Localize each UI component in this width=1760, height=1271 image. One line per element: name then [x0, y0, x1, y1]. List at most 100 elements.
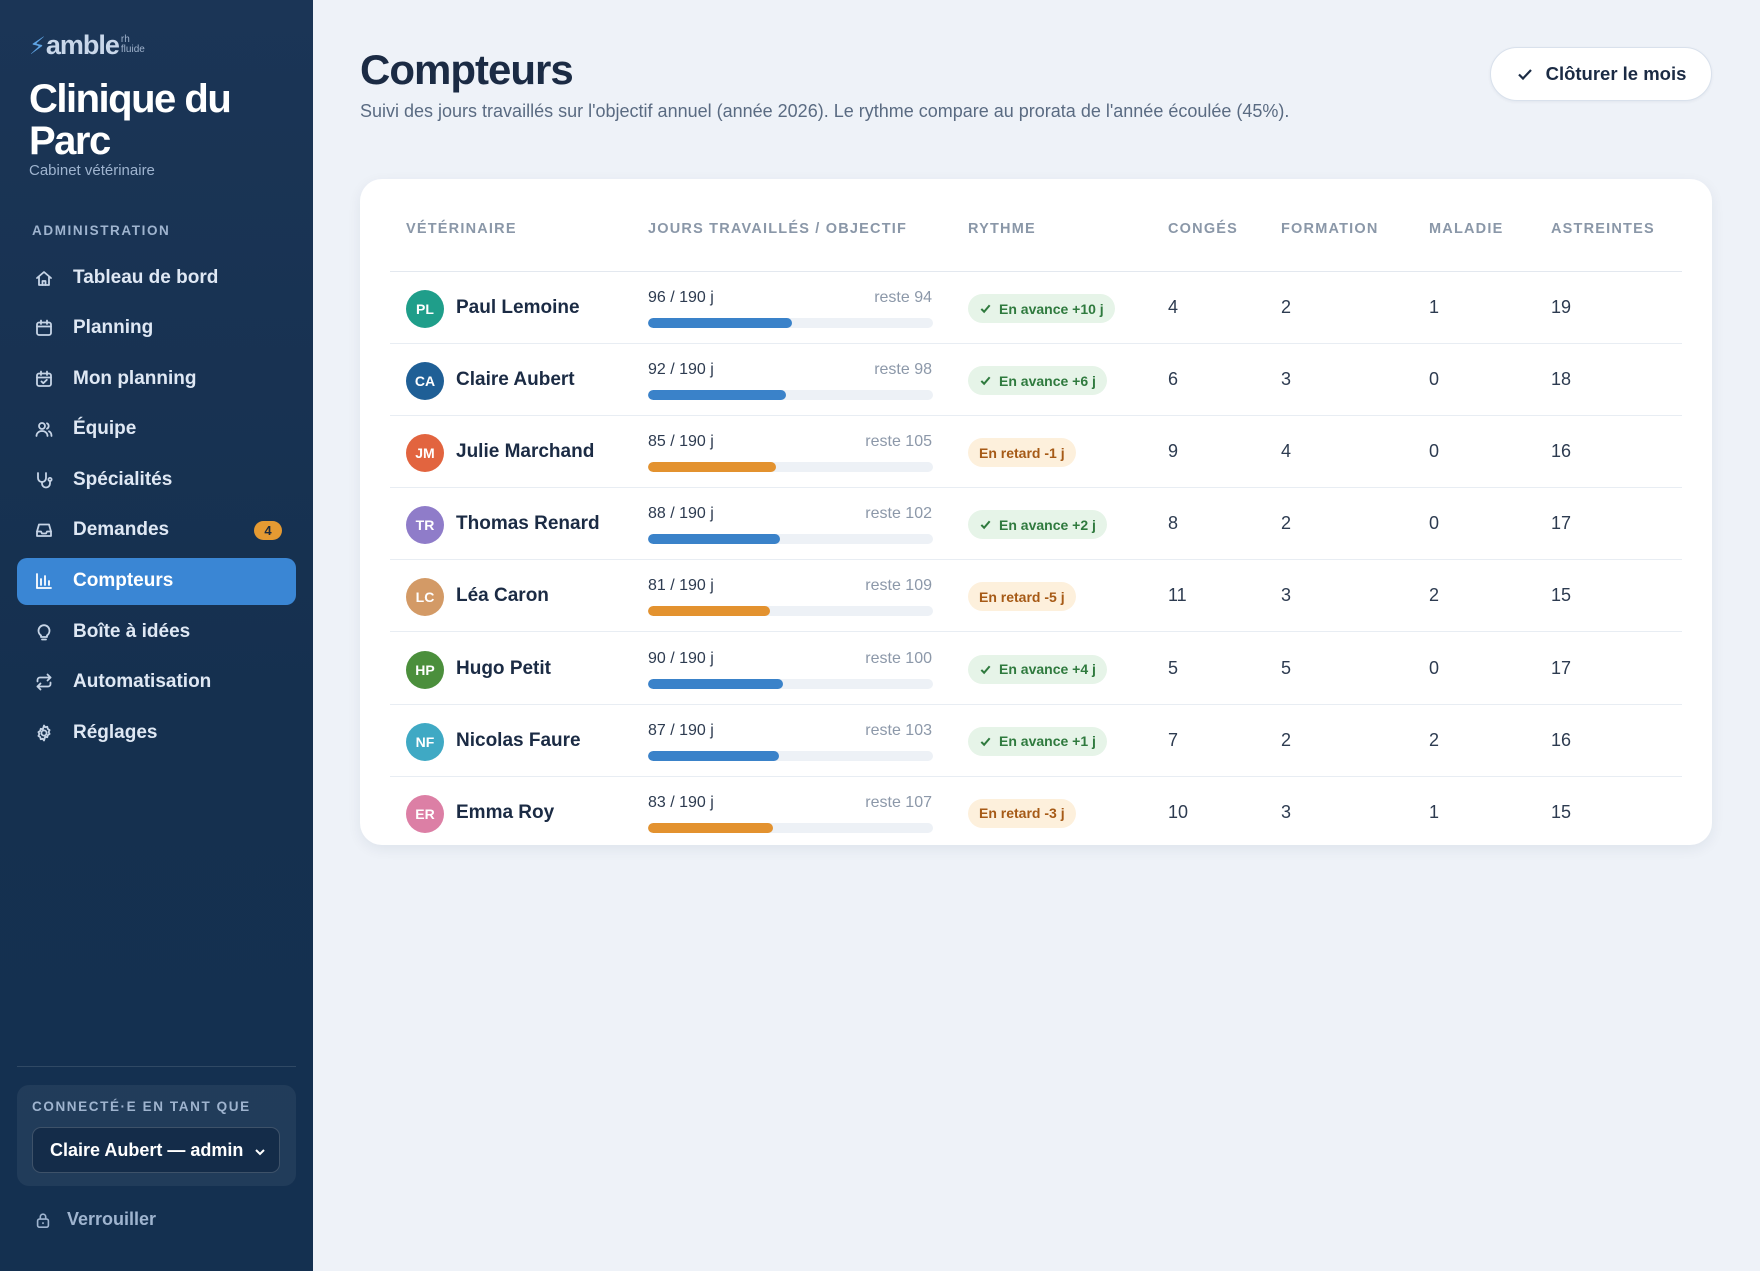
lightbulb-icon: [33, 621, 55, 643]
pace-badge: En avance +4 j: [968, 654, 1107, 684]
brand-logo[interactable]: ⚡ amble rh fluide: [29, 30, 145, 61]
vet-name[interactable]: Thomas Renard: [456, 513, 600, 535]
page-title: Compteurs: [360, 46, 574, 93]
brand-logo-sub-bottom: fluide: [120, 44, 145, 55]
repeat-icon: [33, 671, 55, 693]
table-row[interactable]: JM Julie Marchand 85 / 190 j reste 105 En re…: [390, 416, 1682, 489]
vet-name[interactable]: Claire Aubert: [456, 369, 575, 391]
pace-badge: En avance +1 j: [968, 726, 1107, 756]
vet-name[interactable]: Nicolas Faure: [456, 729, 581, 751]
sidebar-item-stethoscope[interactable]: Spécialités: [17, 456, 296, 503]
table-row[interactable]: HP Hugo Petit 90 / 190 j reste 100 En avance…: [390, 633, 1682, 705]
users-icon: [33, 418, 55, 440]
astreintes-value: 17: [1551, 513, 1572, 534]
table-row[interactable]: TR Thomas Renard 88 / 190 j reste 102 En ava…: [390, 488, 1682, 561]
lock-button[interactable]: Verrouiller: [34, 1209, 156, 1230]
check-icon: [980, 376, 991, 386]
table-row[interactable]: CA Claire Aubert 92 / 190 j reste 98 En avan…: [390, 344, 1682, 417]
progress-bar: [648, 534, 933, 545]
close-month-button[interactable]: Clôturer le mois: [1490, 47, 1712, 101]
lock-icon: [36, 1212, 50, 1228]
table-row[interactable]: NF Nicolas Faure 87 / 190 j reste 103 En ava…: [390, 705, 1682, 777]
astreintes-value: 16: [1551, 729, 1572, 750]
vet-name[interactable]: Léa Caron: [456, 585, 549, 607]
sidebar-item-lightbulb[interactable]: Boîte à idées: [17, 608, 296, 655]
astreintes-value: 15: [1551, 801, 1572, 822]
table-row[interactable]: ER Emma Roy 83 / 190 j reste 107 En retard -…: [390, 777, 1682, 849]
days-remaining: reste 100: [865, 649, 932, 667]
bolt-icon: ⚡: [29, 33, 46, 60]
avatar: LC: [406, 578, 444, 617]
stethoscope-icon: [33, 469, 55, 491]
user-box-label: CONNECTÉ·E EN TANT QUE: [32, 1099, 251, 1114]
avatar: JM: [406, 434, 444, 473]
formation-value: 3: [1281, 369, 1292, 390]
user-select-value: Claire Aubert — admin: [50, 1139, 244, 1160]
conges-value: 4: [1168, 297, 1179, 317]
pace-label: En avance +6 j: [999, 372, 1096, 389]
column-header-veterinaire[interactable]: VÉTÉRINAIRE: [406, 221, 517, 237]
progress-fill: [648, 750, 779, 761]
astreintes-value: 19: [1551, 297, 1572, 317]
column-header-rythme[interactable]: RYTHME: [968, 221, 1036, 237]
progress-bar: [648, 750, 933, 761]
inbox-icon: [33, 519, 55, 541]
astreintes-value: 16: [1551, 441, 1572, 462]
sidebar-item-calendar-check[interactable]: Mon planning: [17, 355, 296, 402]
conges-value: 8: [1168, 513, 1179, 534]
table-header: VÉTÉRINAIRE JOURS TRAVAILLÉS / OBJECTIF …: [390, 209, 1682, 272]
sidebar-item-bar-chart[interactable]: Compteurs: [17, 557, 296, 605]
sidebar-section-label: ADMINISTRATION: [32, 223, 171, 238]
vet-name[interactable]: Emma Roy: [456, 801, 555, 823]
bar-chart-icon: [33, 570, 55, 592]
sidebar-item-gear[interactable]: Réglages: [17, 709, 296, 756]
sidebar: ⚡ amble rh fluide Clinique du Parc Cabin…: [0, 0, 313, 1271]
pace-label: En avance +1 j: [999, 733, 1096, 750]
column-header-astreintes[interactable]: ASTREINTES: [1551, 221, 1655, 237]
maladie-value: 2: [1429, 729, 1440, 750]
astreintes-value: 15: [1551, 585, 1572, 606]
sidebar-item-calendar[interactable]: Planning: [17, 305, 296, 352]
sidebar-item-repeat[interactable]: Automatisation: [17, 659, 296, 706]
vet-name[interactable]: Julie Marchand: [456, 441, 595, 463]
gear-icon: [33, 722, 55, 744]
sidebar-item-users[interactable]: Équipe: [17, 406, 296, 453]
vet-name[interactable]: Paul Lemoine: [456, 297, 580, 318]
column-header-jours[interactable]: JOURS TRAVAILLÉS / OBJECTIF: [648, 221, 908, 237]
page-subtitle: Suivi des jours travaillés sur l'objecti…: [360, 101, 1290, 121]
progress-bar: [648, 606, 933, 617]
progress-fill: [648, 678, 783, 689]
sidebar-item-inbox[interactable]: Demandes 4: [17, 507, 296, 554]
days-remaining: reste 107: [865, 793, 932, 811]
column-header-maladie[interactable]: MALADIE: [1429, 221, 1504, 237]
column-header-formation[interactable]: FORMATION: [1281, 221, 1379, 237]
column-header-conges[interactable]: CONGÉS: [1168, 221, 1239, 237]
calendar-check-icon: [33, 368, 55, 390]
table-row[interactable]: PL Paul Lemoine 96 / 190 j reste 94 En avanc…: [390, 272, 1682, 344]
table-row[interactable]: LC Léa Caron 81 / 190 j reste 109 En retard …: [390, 560, 1682, 633]
maladie-value: 1: [1429, 801, 1440, 822]
sidebar-item-label: Équipe: [73, 418, 137, 440]
sidebar-item-home[interactable]: Tableau de bord: [17, 254, 296, 301]
counters-table: VÉTÉRINAIRE JOURS TRAVAILLÉS / OBJECTIF …: [360, 179, 1712, 845]
conges-value: 9: [1168, 441, 1179, 462]
clinic-name: Clinique du Parc: [29, 77, 232, 163]
avatar: NF: [406, 722, 444, 761]
formation-value: 4: [1281, 441, 1292, 462]
conges-value: 6: [1168, 369, 1179, 390]
progress-fill: [648, 822, 773, 833]
astreintes-value: 17: [1551, 657, 1572, 678]
vet-name[interactable]: Hugo Petit: [456, 657, 551, 679]
days-remaining: reste 98: [874, 361, 932, 379]
days-worked: 92 / 190 j: [648, 361, 714, 379]
maladie-value: 0: [1429, 441, 1440, 462]
progress-fill: [648, 606, 770, 617]
pace-badge: En retard -5 j: [968, 582, 1076, 612]
avatar: HP: [406, 650, 444, 689]
user-select[interactable]: Claire Aubert — admin: [32, 1127, 280, 1173]
close-month-label: Clôturer le mois: [1545, 63, 1687, 84]
pace-label: En avance +4 j: [999, 661, 1096, 677]
pace-badge: En retard -1 j: [968, 438, 1076, 468]
sidebar-item-label: Demandes: [73, 519, 170, 541]
progress-bar: [648, 390, 933, 401]
